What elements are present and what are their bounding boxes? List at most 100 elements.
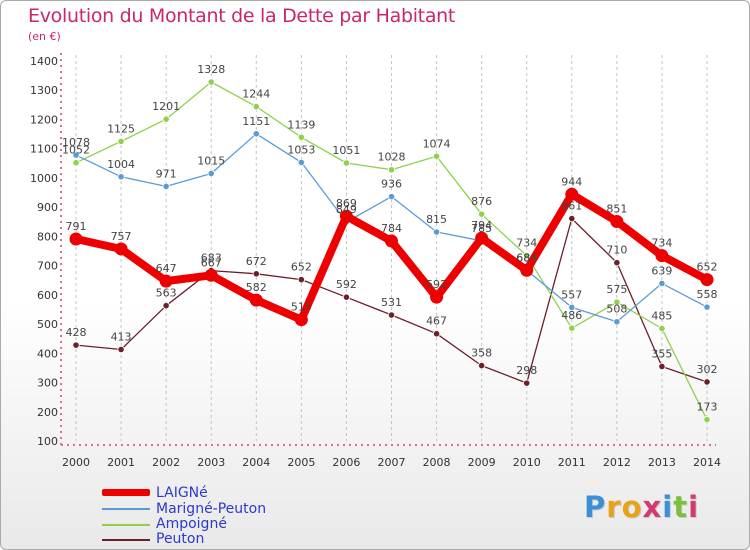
point-ampoign--2001	[117, 137, 125, 145]
legend-swatch-ampoigne	[102, 524, 150, 526]
point-laign--2013	[655, 249, 669, 263]
data-label-ampoign--2006: 1051	[332, 144, 360, 157]
point-laign--2005	[294, 313, 308, 327]
point-peuton-2006	[342, 293, 351, 301]
data-label-marign-peuton-2006: 849	[336, 203, 357, 216]
data-label-peuton-2014: 302	[697, 363, 718, 376]
y-tick-label-1400: 1400	[30, 55, 58, 68]
point-peuton-2013	[658, 362, 666, 371]
y-tick-label-400: 400	[37, 347, 58, 360]
y-tick-label-800: 800	[37, 230, 58, 243]
point-ampoign--2000	[72, 159, 80, 167]
point-marign-peuton-2011	[568, 303, 576, 312]
legend-label-marigne-peuton: Marigné-Peuton	[156, 501, 267, 517]
y-tick-label-1200: 1200	[30, 113, 58, 126]
data-label-peuton-2012: 710	[606, 244, 627, 257]
data-label-marign-peuton-2000: 1078	[62, 136, 90, 149]
data-label-marign-peuton-2004: 1151	[242, 115, 270, 128]
y-tick-label-1000: 1000	[30, 172, 58, 185]
data-label-ampoign--2008: 1074	[423, 137, 451, 150]
point-marign-peuton-2013	[658, 279, 666, 288]
point-peuton-2000	[72, 341, 80, 349]
data-label-laign--2007: 784	[381, 222, 402, 235]
data-label-marign-peuton-2013: 639	[651, 264, 672, 277]
data-label-ampoign--2001: 1125	[107, 122, 135, 135]
data-label-marign-peuton-2005: 1053	[287, 143, 315, 156]
point-marign-peuton-2012	[613, 318, 621, 326]
point-marign-peuton-2000	[72, 151, 80, 159]
point-marign-peuton-2004	[252, 130, 260, 138]
x-tick-label-2014: 2014	[693, 456, 721, 469]
point-peuton-2009	[478, 361, 486, 370]
data-label-ampoign--2002: 1201	[152, 100, 180, 113]
point-peuton-2002	[162, 302, 170, 310]
point-ampoign--2004	[252, 103, 260, 111]
data-label-marign-peuton-2009: 785	[471, 222, 492, 235]
legend-label-peuton: Peuton	[156, 531, 205, 547]
point-marign-peuton-2014	[703, 303, 711, 311]
point-peuton-2011	[568, 214, 576, 223]
data-label-ampoign--2007: 1028	[378, 151, 406, 164]
data-label-ampoign--2003: 1328	[197, 63, 225, 76]
data-label-laign--2003: 667	[201, 256, 222, 269]
x-tick-label-2009: 2009	[468, 456, 496, 469]
point-ampoign--2011	[568, 324, 576, 332]
point-laign--2000	[69, 232, 83, 246]
data-label-laign--2014: 652	[697, 261, 718, 274]
data-label-laign--2012: 851	[606, 202, 627, 215]
y-tick-label-500: 500	[37, 318, 58, 331]
point-ampoign--2007	[387, 166, 396, 174]
point-peuton-2001	[117, 345, 125, 354]
data-label-laign--2005: 515	[291, 301, 312, 314]
point-ampoign--2012	[613, 298, 621, 306]
point-marign-peuton-2003	[207, 169, 215, 178]
legend-label-laigne: LAIGNé	[156, 485, 208, 501]
x-tick-label-2011: 2011	[558, 456, 586, 469]
data-label-ampoign--2010: 734	[516, 237, 537, 250]
data-label-ampoign--2000: 1052	[62, 144, 90, 157]
x-tick-label-2012: 2012	[603, 456, 631, 469]
data-label-laign--2010: 684	[516, 251, 537, 264]
data-label-peuton-2000: 428	[66, 326, 87, 339]
data-label-peuton-2013: 355	[651, 347, 672, 360]
data-label-ampoign--2011: 486	[561, 309, 582, 322]
data-label-laign--2002: 647	[156, 262, 177, 275]
point-laign--2003	[204, 268, 218, 282]
point-laign--2010	[520, 263, 534, 277]
data-label-laign--2006: 869	[336, 197, 357, 210]
point-peuton-2012	[613, 259, 621, 267]
data-label-peuton-2004: 672	[246, 255, 267, 268]
legend-swatch-marigne-peuton	[102, 508, 150, 510]
x-tick-label-2002: 2002	[152, 456, 180, 469]
data-label-peuton-2008: 467	[426, 315, 447, 328]
data-label-laign--2000: 791	[66, 220, 87, 233]
point-laign--2008	[430, 290, 444, 304]
legend-label-ampoigne: Ampoigné	[156, 516, 227, 532]
point-ampoign--2005	[297, 133, 305, 141]
point-marign-peuton-2008	[432, 228, 441, 236]
y-tick-label-1100: 1100	[30, 143, 58, 156]
y-tick-label-100: 100	[37, 435, 58, 448]
point-peuton-2004	[252, 270, 260, 278]
point-marign-peuton-2002	[162, 182, 170, 190]
point-laign--2009	[475, 231, 489, 245]
point-ampoign--2013	[658, 324, 666, 333]
x-tick-label-2005: 2005	[287, 456, 315, 469]
point-laign--2014	[700, 273, 714, 287]
point-peuton-2014	[703, 378, 711, 386]
x-tick-label-2004: 2004	[242, 456, 270, 469]
data-label-peuton-2007: 531	[381, 296, 402, 309]
data-label-peuton-2001: 413	[111, 331, 132, 344]
data-label-laign--2001: 757	[111, 230, 132, 243]
point-laign--2002	[159, 274, 173, 288]
point-laign--2001	[114, 242, 128, 256]
point-peuton-2007	[387, 311, 396, 319]
chart-title: Evolution du Montant de la Dette par Hab…	[28, 5, 456, 27]
data-label-marign-peuton-2001: 1004	[107, 158, 135, 171]
point-peuton-2010	[523, 379, 531, 387]
data-label-peuton-2006: 592	[336, 278, 357, 291]
data-label-marign-peuton-2002: 971	[156, 167, 177, 180]
data-label-laign--2004: 582	[246, 281, 267, 294]
